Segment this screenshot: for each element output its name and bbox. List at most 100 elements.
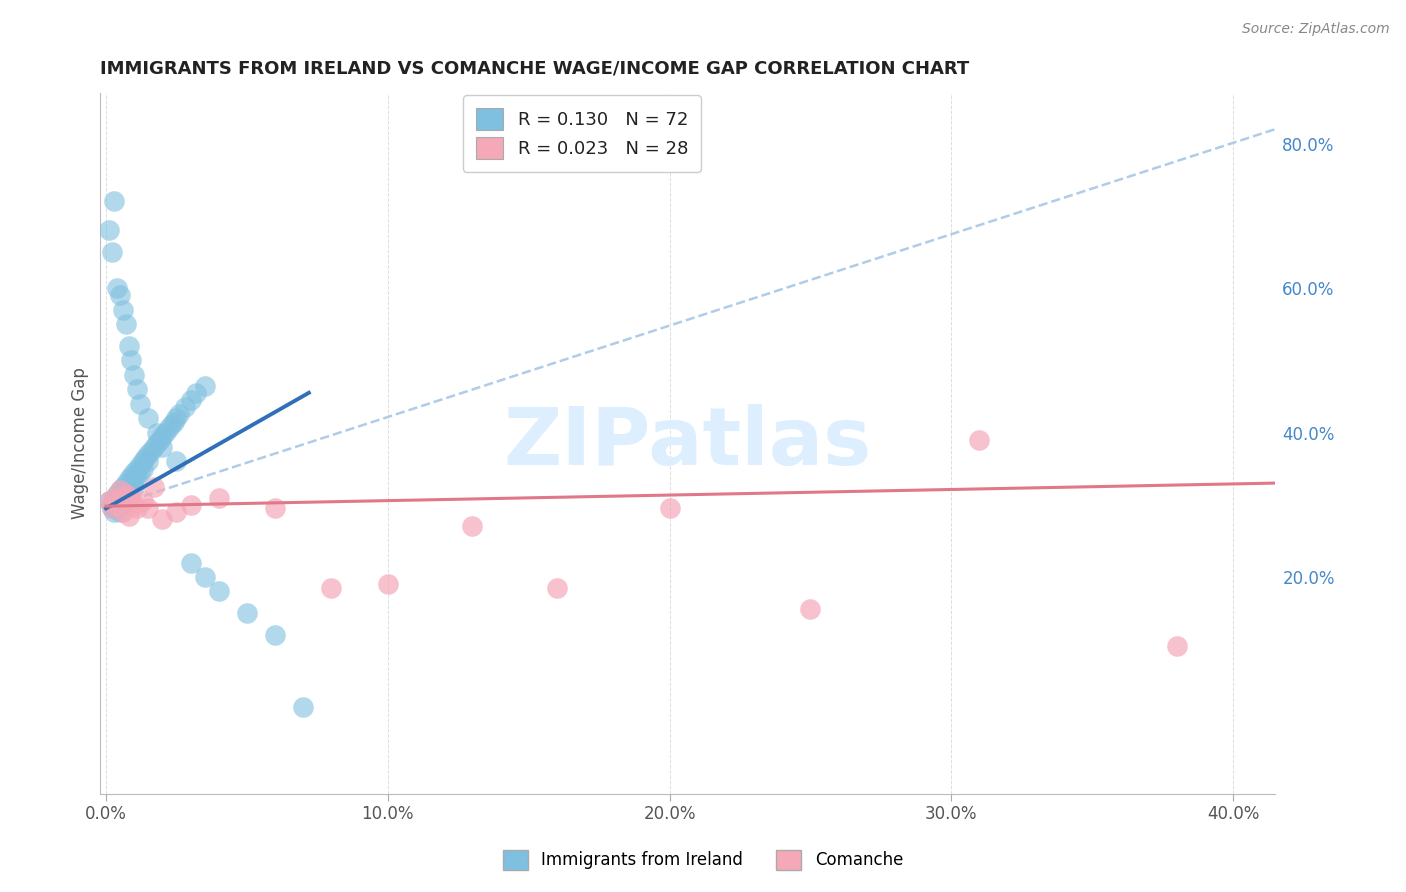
Point [150,512,173,526]
Point [122,480,145,494]
Point [105,487,128,501]
Point [799,602,821,616]
Point [117,508,139,523]
Point [159,418,181,433]
Point [134,450,156,465]
Point [120,468,142,483]
Point [321,581,343,595]
Point [117,487,139,501]
Point [97,223,120,237]
Point [142,440,165,454]
Point [165,411,187,425]
Point [120,476,142,491]
Point [180,498,202,512]
Point [103,491,125,505]
Point [100,498,122,512]
Point [165,505,187,519]
Point [125,468,148,483]
Point [236,606,259,620]
Point [97,494,120,508]
Point [103,491,125,505]
Point [156,422,179,436]
Point [100,501,122,516]
Point [142,480,165,494]
Y-axis label: Wage/Income Gap: Wage/Income Gap [72,368,89,519]
Point [114,483,136,498]
Point [108,483,131,498]
Point [103,498,125,512]
Point [658,501,681,516]
Point [150,429,173,443]
Point [105,281,128,295]
Point [180,392,202,407]
Point [117,473,139,487]
Point [167,408,190,422]
Point [162,415,184,429]
Point [122,473,145,487]
Point [122,465,145,479]
Point [108,498,131,512]
Point [114,476,136,491]
Point [100,244,122,259]
Point [377,577,399,591]
Point [114,487,136,501]
Point [180,556,202,570]
Point [165,454,187,468]
Point [546,581,568,595]
Point [105,498,128,512]
Point [100,501,122,516]
Point [108,491,131,505]
Point [128,458,150,472]
Text: ZIPatlas: ZIPatlas [503,404,872,483]
Point [125,501,148,516]
Point [105,501,128,516]
Point [173,401,195,415]
Legend: R = 0.130   N = 72, R = 0.023   N = 28: R = 0.130 N = 72, R = 0.023 N = 28 [464,95,700,171]
Point [145,425,167,440]
Point [125,461,148,475]
Point [111,480,134,494]
Point [1166,639,1188,653]
Point [128,465,150,479]
Text: IMMIGRANTS FROM IRELAND VS COMANCHE WAGE/INCOME GAP CORRELATION CHART: IMMIGRANTS FROM IRELAND VS COMANCHE WAGE… [100,60,970,78]
Point [122,368,145,382]
Point [120,353,142,368]
Point [131,461,153,475]
Point [111,487,134,501]
Text: Source: ZipAtlas.com: Source: ZipAtlas.com [1241,22,1389,37]
Point [125,382,148,396]
Point [122,498,145,512]
Point [131,494,153,508]
Point [145,436,167,450]
Point [194,570,217,584]
Point [148,433,170,447]
Point [136,447,159,461]
Point [108,483,131,498]
Point [111,505,134,519]
Point [194,378,217,392]
Point [103,505,125,519]
Point [264,628,287,642]
Point [120,491,142,505]
Point [969,433,991,447]
Point [208,491,231,505]
Point [150,440,173,454]
Point [105,494,128,508]
Point [139,443,162,458]
Point [108,505,131,519]
Point [117,339,139,353]
Point [461,519,484,533]
Point [114,317,136,331]
Point [186,385,208,400]
Point [108,288,131,302]
Point [264,501,287,516]
Point [136,454,159,468]
Point [97,494,120,508]
Point [111,302,134,317]
Point [208,584,231,599]
Legend: Immigrants from Ireland, Comanche: Immigrants from Ireland, Comanche [496,843,910,877]
Point [292,700,315,714]
Point [114,491,136,505]
Point [117,480,139,494]
Point [136,411,159,425]
